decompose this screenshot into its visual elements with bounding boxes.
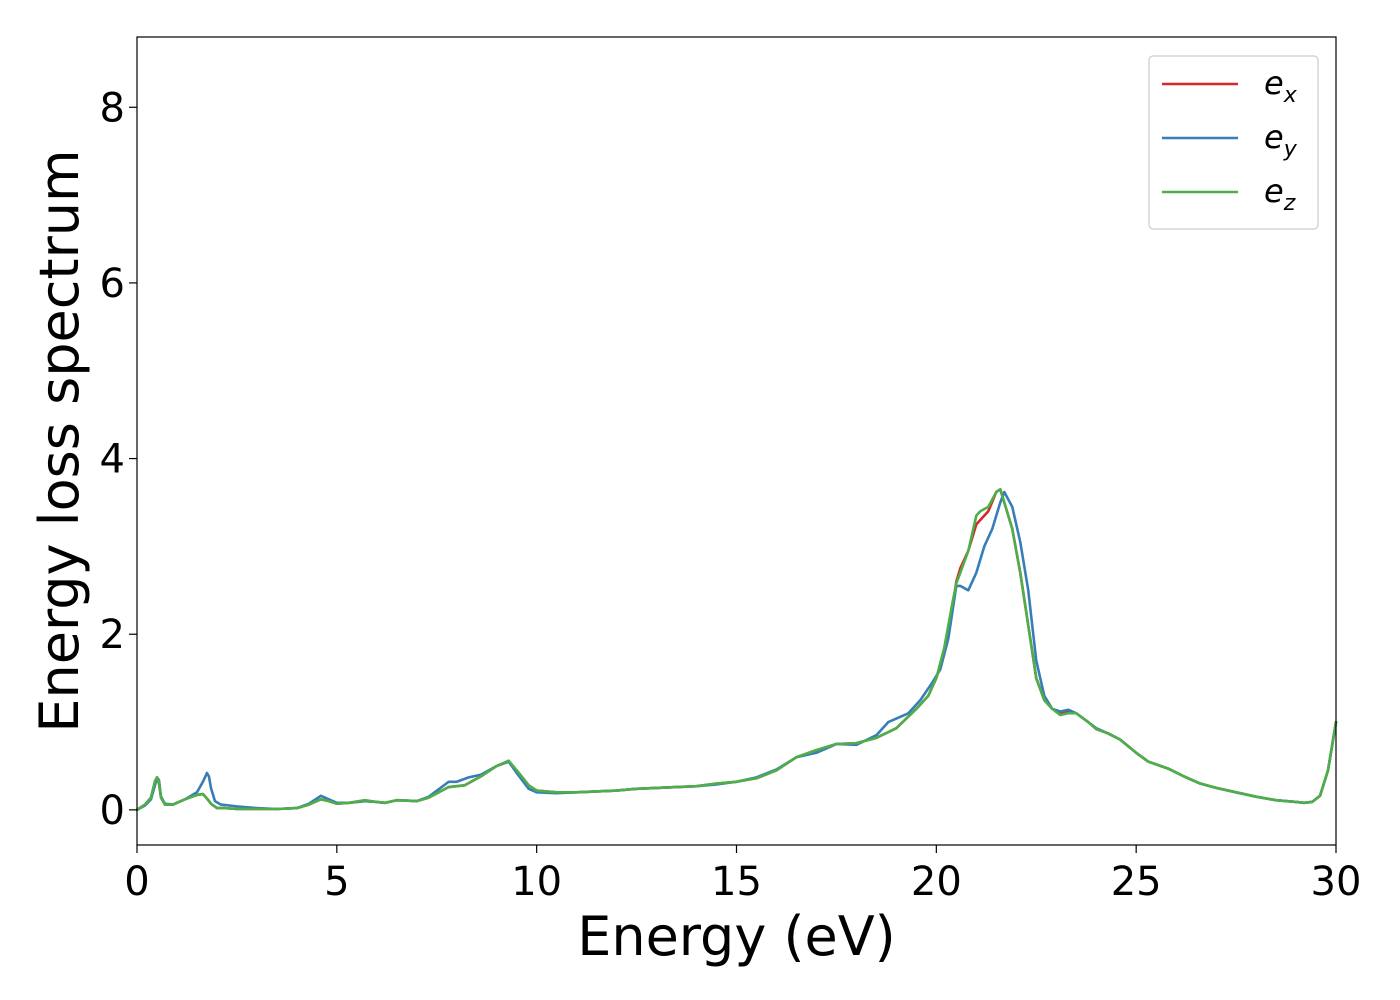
- x-tick-label: 25: [1111, 859, 1162, 905]
- y-axis-label: Energy loss spectrum: [28, 149, 91, 732]
- x-tick-label: 20: [911, 859, 962, 905]
- x-tick-label: 30: [1311, 859, 1362, 905]
- y-tick-label: 4: [100, 437, 125, 483]
- series-line-z: [135, 488, 1338, 812]
- legend-box: [1148, 55, 1319, 230]
- legend: ex ey ez: [1148, 55, 1319, 230]
- x-tick-label: 0: [124, 859, 149, 905]
- legend-label-y: ey: [1264, 118, 1298, 162]
- y-tick-label: 0: [100, 788, 125, 834]
- x-tick-label: 15: [711, 859, 762, 905]
- axis-ticks: 0 5 10 15 20 25 30 0 2 4 6 8: [100, 85, 1362, 905]
- series-line-x: [135, 488, 1338, 812]
- y-tick-label: 8: [100, 85, 125, 131]
- legend-label-x: ex: [1264, 64, 1298, 108]
- legend-label-z: ez: [1264, 172, 1296, 216]
- series-lines: [135, 488, 1338, 812]
- x-tick-label: 10: [511, 859, 562, 905]
- y-tick-label: 2: [100, 612, 125, 658]
- x-axis-label: Energy (eV): [577, 905, 896, 968]
- series-line-y: [135, 490, 1338, 812]
- y-tick-label: 6: [100, 261, 125, 307]
- x-tick-label: 5: [324, 859, 349, 905]
